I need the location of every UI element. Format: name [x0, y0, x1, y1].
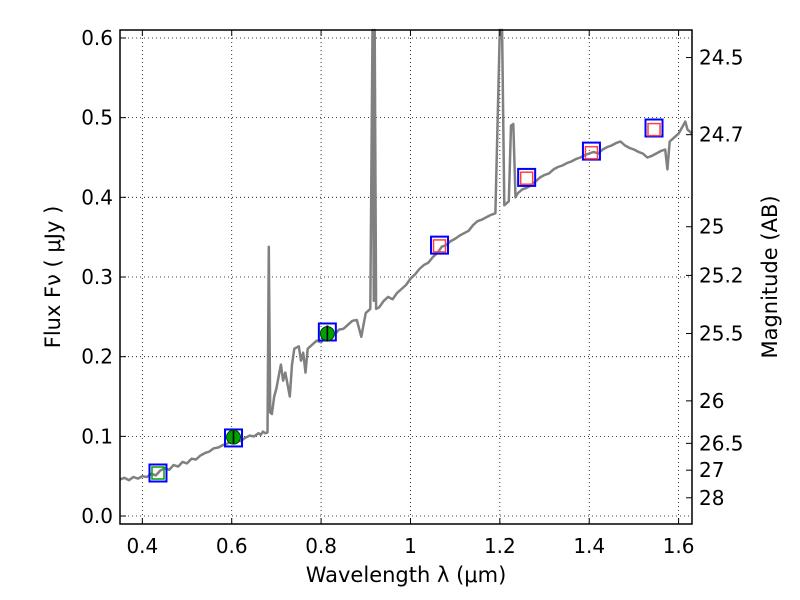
x-tick-label: 0.6 [216, 534, 248, 558]
y-axis-ticks: 0.0 0.1 0.2 0.3 0.4 0.5 0.6 [81, 26, 126, 528]
magnitude-tick-label: 24.7 [699, 123, 744, 147]
y-tick-label: 0.4 [81, 185, 113, 209]
x-tick-label: 0.8 [305, 534, 337, 558]
magnitude-tick-label: 24.5 [699, 46, 744, 70]
upper-limit-marker [519, 171, 534, 185]
model-flux-marker [517, 167, 537, 187]
magnitude-axis-ticks: 24.5 24.7 25 25.2 25.5 26 26.5 27 28 [686, 46, 744, 510]
magnitude-tick-label: 27 [699, 458, 724, 482]
magnitude-tick-label: 26 [699, 389, 724, 413]
y-tick-label: 0.6 [81, 26, 113, 50]
y-tick-label: 0.2 [81, 345, 113, 369]
magnitude-tick-label: 25 [699, 215, 724, 239]
x-axis-ticks: 0.4 0.6 0.8 1 1.2 1.4 1.6 [126, 30, 695, 558]
magnitude-axis-title: Magnitude (AB) [758, 195, 782, 358]
magnitude-tick-label: 25.2 [699, 263, 744, 287]
magnitude-tick-label: 28 [699, 486, 724, 510]
y-axis-title: Flux Fν ( μJy ) [41, 206, 65, 349]
data-markers [148, 118, 664, 483]
upper-limit-marker [647, 122, 661, 137]
grid-lines [120, 30, 692, 524]
y-tick-label: 0.1 [81, 424, 113, 448]
x-tick-label: 0.4 [126, 534, 158, 558]
y-tick-label: 0.3 [81, 265, 113, 289]
x-tick-label: 1.2 [484, 534, 516, 558]
model-flux-marker [581, 141, 601, 161]
model-flux-marker [224, 428, 244, 448]
y-tick-label: 0.5 [81, 106, 113, 130]
x-axis-title: Wavelength λ (μm) [306, 563, 507, 587]
magnitude-tick-label: 25.5 [699, 322, 744, 346]
model-flux-marker [644, 118, 664, 138]
observed-band-marker [151, 466, 165, 480]
x-tick-label: 1.4 [573, 534, 605, 558]
x-tick-label: 1.6 [663, 534, 695, 558]
magnitude-tick-label: 26.5 [699, 431, 744, 455]
upper-limit-marker [432, 239, 447, 253]
x-tick-label: 1 [404, 534, 417, 558]
upper-limit-marker [584, 145, 599, 160]
model-flux-marker [430, 235, 450, 255]
model-flux-marker [148, 463, 168, 483]
y-tick-label: 0.0 [81, 504, 113, 528]
